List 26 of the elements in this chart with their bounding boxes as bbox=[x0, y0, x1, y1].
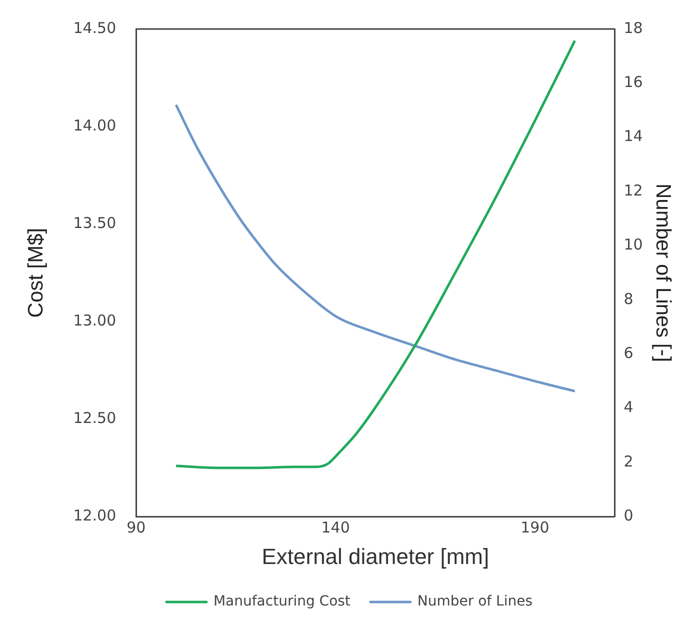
x-tick-label: 190 bbox=[520, 518, 550, 536]
x-tick-label: 140 bbox=[321, 518, 350, 536]
y-tick-label: 12.50 bbox=[73, 408, 116, 427]
y2-tick-label: 2 bbox=[624, 452, 634, 470]
y-tick-label: 13.00 bbox=[73, 311, 116, 330]
x-tick-label: 90 bbox=[126, 518, 146, 536]
y-tick-label: 13.50 bbox=[73, 214, 116, 232]
y2-tick-label: 6 bbox=[624, 344, 634, 362]
y-axis-title: Cost [M$] bbox=[24, 228, 48, 318]
line-series bbox=[174, 39, 576, 470]
y2-tick-label: 4 bbox=[624, 398, 634, 416]
y2-tick-label: 10 bbox=[624, 236, 643, 254]
y2-tick-label: 16 bbox=[624, 73, 643, 92]
legend-label: Manufacturing Cost bbox=[213, 594, 351, 610]
y2-tick-label: 14 bbox=[624, 127, 643, 146]
y-tick-label: 14.50 bbox=[73, 18, 116, 37]
legend-label: Number of Lines bbox=[417, 594, 533, 610]
y2-axis-title: Number of Lines [-] bbox=[652, 184, 675, 362]
y2-tick-label: 18 bbox=[624, 18, 643, 37]
y-tick-label: 12.00 bbox=[73, 506, 116, 524]
y2-tick-label: 8 bbox=[624, 290, 634, 308]
y2-tick-label: 0 bbox=[624, 506, 634, 524]
x-axis-title: External diameter [mm] bbox=[262, 544, 490, 569]
line-series bbox=[174, 104, 576, 392]
y-tick-label: 14.00 bbox=[73, 116, 116, 134]
y2-tick-label: 12 bbox=[624, 181, 643, 200]
